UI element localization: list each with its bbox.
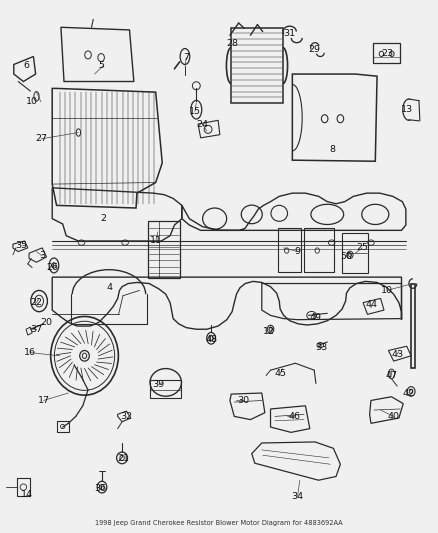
Text: 22: 22 (31, 298, 42, 307)
Text: 36: 36 (94, 484, 106, 493)
Bar (231, 28, 283, 103)
Text: 47: 47 (385, 371, 397, 380)
Bar (57, 421, 69, 432)
Text: 25: 25 (356, 244, 368, 253)
Bar (148, 221, 180, 278)
Text: 48: 48 (205, 335, 217, 344)
Text: 39: 39 (153, 380, 165, 389)
Text: 33: 33 (315, 343, 328, 352)
Text: 34: 34 (292, 491, 304, 500)
Text: 9: 9 (295, 247, 300, 256)
Text: 13: 13 (401, 105, 413, 114)
Text: 29: 29 (308, 45, 320, 54)
Text: 28: 28 (226, 39, 238, 48)
Text: 40: 40 (388, 412, 399, 421)
Text: 26: 26 (46, 263, 58, 272)
Text: 7: 7 (183, 53, 189, 62)
Text: 8: 8 (329, 145, 336, 154)
Text: 10: 10 (26, 97, 38, 106)
Text: 32: 32 (120, 412, 133, 421)
Bar (304, 228, 334, 272)
Text: 43: 43 (391, 350, 403, 359)
Text: 30: 30 (237, 396, 249, 405)
Text: 11: 11 (150, 237, 162, 246)
Bar (411, 284, 415, 368)
Text: 5: 5 (98, 61, 104, 70)
Text: 3: 3 (39, 252, 45, 260)
Bar (17, 478, 29, 496)
Text: 16: 16 (25, 348, 36, 357)
Text: 4: 4 (107, 283, 113, 292)
Bar (373, 43, 400, 63)
Text: 1998 Jeep Grand Cherokee Resistor Blower Motor Diagram for 4883692AA: 1998 Jeep Grand Cherokee Resistor Blower… (95, 520, 343, 526)
Text: 10: 10 (381, 286, 393, 295)
Bar (342, 233, 368, 273)
Text: 27: 27 (35, 134, 47, 143)
Text: 50: 50 (340, 253, 353, 261)
Text: 15: 15 (189, 107, 201, 116)
Text: 31: 31 (283, 29, 295, 38)
Bar (150, 379, 181, 398)
Text: 21: 21 (117, 455, 129, 463)
Text: 6: 6 (23, 61, 29, 70)
Text: 37: 37 (30, 325, 42, 334)
Text: 42: 42 (403, 389, 415, 398)
Text: 20: 20 (41, 318, 53, 327)
Text: 14: 14 (21, 489, 33, 498)
Bar (278, 228, 300, 272)
Text: 44: 44 (366, 300, 378, 309)
Text: 49: 49 (310, 312, 322, 321)
Text: 23: 23 (381, 50, 393, 58)
Text: 12: 12 (263, 327, 275, 336)
Text: 24: 24 (196, 119, 208, 128)
Text: 17: 17 (38, 396, 49, 405)
Text: 2: 2 (100, 214, 106, 223)
Text: 35: 35 (16, 241, 28, 250)
Text: 45: 45 (274, 369, 286, 378)
Text: 46: 46 (288, 412, 300, 421)
